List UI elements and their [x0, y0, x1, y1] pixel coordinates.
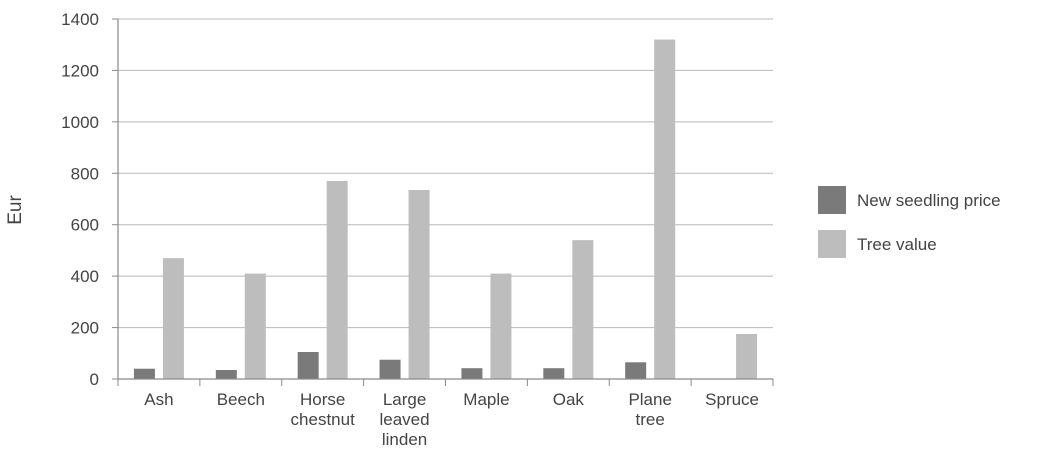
bar-new-seedling-price	[215, 370, 237, 379]
x-category-label-line: Ash	[144, 390, 173, 409]
bar-new-seedling-price	[461, 368, 483, 379]
legend-swatch-tree-value	[818, 230, 846, 258]
x-category-labels: Ash Beech Horse chestnut Large leaved linden Ma…	[144, 390, 759, 449]
x-category-label: Large leaved linden	[380, 390, 430, 449]
y-tick-label: 800	[71, 164, 99, 183]
x-category-label-line: chestnut	[291, 410, 356, 429]
y-tick-label: 1400	[61, 10, 99, 29]
x-category-label-line: tree	[636, 410, 665, 429]
x-category-label-line: Beech	[217, 390, 265, 409]
x-category-label-line: Large	[383, 390, 426, 409]
y-tick-label: 600	[71, 216, 99, 235]
bar-tree-value	[326, 181, 348, 379]
x-category-label: Beech	[217, 390, 265, 409]
axes	[112, 18, 774, 386]
y-tick-labels: 0 200 400 600 800 1000 1200 1400	[61, 10, 99, 389]
bar-tree-value	[244, 273, 266, 379]
x-category-label: Plane tree	[628, 390, 671, 429]
bar-tree-value	[490, 273, 512, 379]
bar-new-seedling-price	[133, 368, 155, 379]
bar-tree-value	[162, 258, 184, 379]
x-category-label: Horse chestnut	[291, 390, 356, 429]
x-category-label-line: Maple	[463, 390, 509, 409]
bars	[133, 39, 758, 379]
legend-swatch-new-seedling-price	[818, 186, 846, 214]
legend: New seedling price Tree value	[818, 186, 1001, 258]
x-category-label: Ash	[144, 390, 173, 409]
x-category-label-line: linden	[382, 430, 427, 449]
bar-tree-value	[408, 190, 430, 379]
bar-tree-value	[572, 240, 594, 379]
bar-new-seedling-price	[297, 352, 319, 379]
x-category-label-line: Plane	[628, 390, 671, 409]
legend-label-new-seedling-price: New seedling price	[857, 191, 1001, 210]
y-tick-label: 0	[90, 370, 99, 389]
bar-new-seedling-price	[625, 362, 647, 379]
y-tick-label: 1200	[61, 61, 99, 80]
y-axis-title: Eur	[5, 195, 26, 225]
gridlines	[118, 18, 773, 329]
x-category-label-line: Horse	[300, 390, 345, 409]
x-category-label-line: leaved	[380, 410, 430, 429]
x-category-label-line: Spruce	[705, 390, 759, 409]
bar-tree-value	[654, 39, 676, 379]
x-category-label: Oak	[553, 390, 585, 409]
bar-new-seedling-price	[379, 359, 401, 379]
y-tick-label: 400	[71, 267, 99, 286]
y-tick-label: 200	[71, 319, 99, 338]
bar-tree-value	[736, 334, 758, 379]
legend-label-tree-value: Tree value	[857, 235, 937, 254]
y-tick-label: 1000	[61, 113, 99, 132]
x-category-label: Maple	[463, 390, 509, 409]
bar-new-seedling-price	[543, 368, 565, 379]
x-category-label-line: Oak	[553, 390, 585, 409]
x-category-label: Spruce	[705, 390, 759, 409]
